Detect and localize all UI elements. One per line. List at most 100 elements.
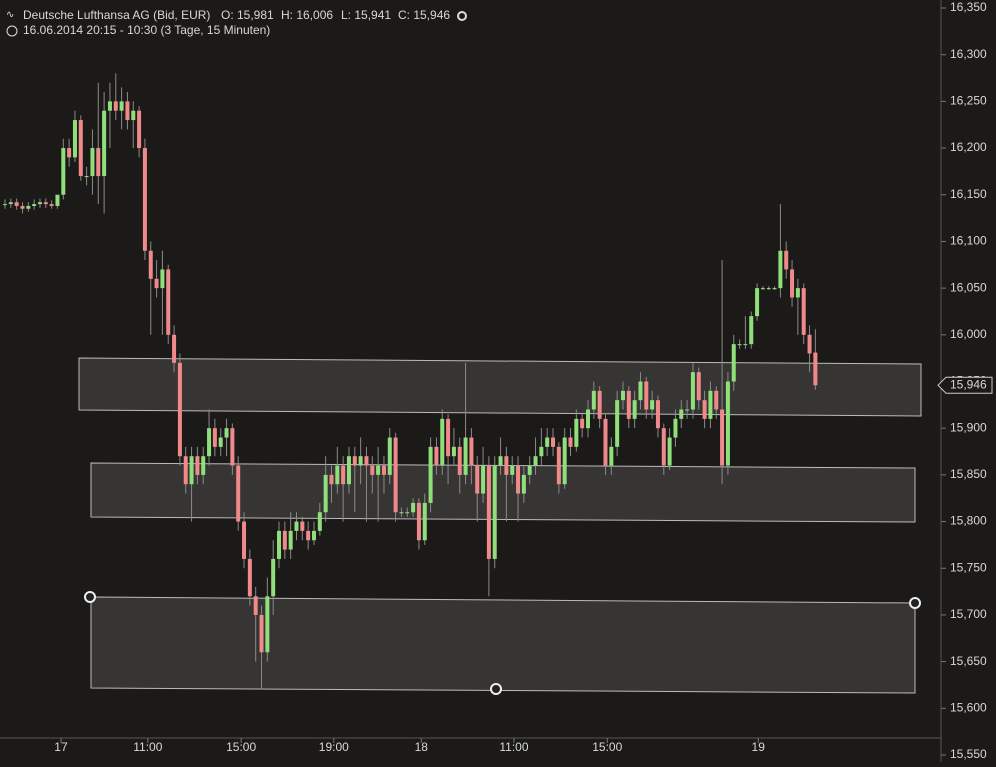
candle-body — [772, 288, 777, 290]
ohlc-label: H: 16,006 — [281, 8, 333, 22]
candles — [3, 73, 818, 690]
candle-body — [311, 530, 316, 541]
drawn-zones[interactable] — [78, 357, 922, 694]
candle-body — [702, 400, 707, 419]
candle-body — [119, 101, 124, 111]
candle-body — [271, 558, 276, 597]
candle-body — [609, 446, 614, 466]
candle-body — [183, 456, 188, 485]
candle-body — [778, 250, 783, 289]
candle-body — [14, 202, 19, 206]
candle-body — [784, 250, 789, 270]
candle-body — [358, 456, 363, 466]
zone[interactable] — [90, 596, 916, 694]
candle-body — [381, 465, 386, 475]
x-tick-label: 11:00 — [499, 740, 528, 754]
candle-body — [195, 456, 200, 475]
candle-body — [370, 465, 375, 475]
y-tick-label: 15,850 — [950, 467, 987, 481]
candle-body — [451, 446, 456, 457]
candle-body — [615, 400, 620, 447]
settings-button[interactable] — [457, 11, 467, 21]
y-tick-label: 15,600 — [950, 700, 987, 714]
candle-body — [346, 456, 351, 485]
candle-body — [72, 120, 77, 158]
candle-body — [236, 465, 241, 522]
candle-body — [253, 596, 258, 615]
candle-body — [440, 418, 445, 466]
candle-body — [201, 456, 206, 475]
y-tick-label: 16,050 — [950, 280, 987, 294]
chart-title: Deutsche Lufthansa AG (Bid, EUR) — [23, 8, 210, 22]
handle[interactable] — [490, 683, 502, 695]
x-tick-label: 17 — [54, 740, 68, 754]
candle-body — [597, 390, 602, 419]
candle-body — [586, 409, 590, 429]
candle-body — [32, 204, 37, 206]
candle-body — [172, 334, 177, 363]
candle-body — [323, 474, 328, 513]
handle[interactable] — [84, 591, 96, 603]
candle-body — [49, 204, 54, 206]
candle-body — [177, 362, 182, 457]
y-tick-label: 16,300 — [950, 47, 987, 61]
candle-body — [376, 465, 381, 475]
candle-body — [422, 502, 427, 541]
candle-body — [743, 344, 748, 346]
candle-body — [8, 202, 13, 205]
candle-body — [84, 176, 89, 178]
y-tick-label: 16,250 — [950, 94, 987, 108]
chart-icon: ∿ — [6, 10, 14, 21]
zone-handles[interactable] — [84, 591, 921, 695]
candle-body — [131, 110, 136, 121]
candle-body — [492, 465, 497, 559]
zone[interactable] — [78, 357, 922, 417]
y-tick-label: 15,900 — [950, 420, 987, 434]
candle-body — [714, 390, 719, 410]
candle-body — [673, 418, 678, 438]
candle-body — [516, 465, 521, 494]
candle-body — [644, 381, 649, 410]
candle-body — [61, 148, 66, 195]
candle-body — [504, 456, 509, 475]
candle-body — [696, 372, 701, 401]
candle-body — [96, 148, 101, 177]
candle-body — [556, 446, 561, 485]
candle-body — [247, 558, 252, 597]
candle-body — [341, 465, 346, 485]
candle-body — [749, 316, 754, 345]
candle-body — [551, 437, 556, 447]
candle-body — [801, 288, 806, 335]
candle-body — [411, 502, 416, 513]
candle-body — [405, 512, 410, 514]
candle-body — [737, 344, 742, 346]
candle-body — [329, 474, 334, 485]
candle-body — [539, 446, 544, 457]
candle-body — [160, 269, 165, 289]
clock-icon — [6, 25, 18, 37]
candle-body — [224, 428, 229, 438]
candle-body — [486, 465, 491, 559]
candle-body — [469, 437, 474, 466]
candle-body — [277, 530, 282, 559]
y-tick-label: 16,200 — [950, 140, 987, 154]
y-tick-label: 15,800 — [950, 514, 987, 528]
candle-body — [626, 390, 631, 419]
candle-body — [562, 437, 567, 485]
x-tick-label: 19 — [752, 740, 766, 754]
candle-body — [335, 465, 340, 485]
candle-body — [154, 278, 159, 289]
candle-body — [533, 456, 538, 466]
candle-body — [661, 428, 666, 466]
header: ∿ Deutsche Lufthansa AG (Bid, EUR) O: 15… — [6, 8, 467, 37]
y-tick-label: 16,100 — [950, 234, 987, 248]
handle[interactable] — [909, 597, 921, 609]
candle-body — [463, 437, 468, 475]
candle-body — [603, 418, 608, 466]
chart-subtitle: 16.06.2014 20:15 - 10:30 (3 Tage, 15 Min… — [23, 23, 270, 37]
y-tick-label: 16,000 — [950, 327, 987, 341]
candle-body — [288, 530, 293, 550]
zone[interactable] — [90, 462, 916, 523]
candle-body — [352, 456, 357, 466]
